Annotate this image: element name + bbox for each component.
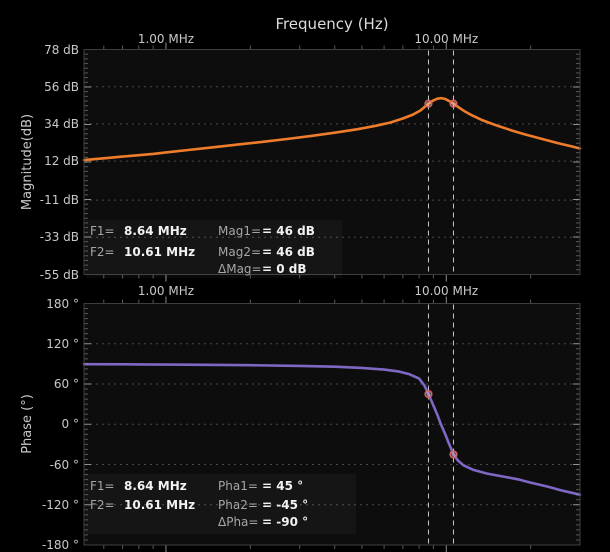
phase-plot-border — [83, 303, 581, 546]
magnitude-ytick-label: 34 dB — [44, 116, 79, 131]
phase-ytick-label: 0 ° — [61, 417, 79, 432]
phase-ytick-label: 120 ° — [46, 336, 79, 351]
phase-ytick-label: 180 ° — [46, 296, 79, 311]
phase-ytick-label: 60 ° — [53, 377, 79, 391]
magnitude-plot-border — [83, 49, 581, 275]
mag2-value: = 46 dB — [262, 245, 315, 259]
pha2-value: = -45 ° — [262, 498, 309, 512]
mag-f2-label: F2= — [90, 245, 115, 259]
chart-title: Frequency (Hz) — [275, 15, 389, 33]
magnitude-ytick-label: -11 dB — [39, 193, 79, 208]
magnitude-freq-tick-label: 1.00 MHz — [137, 32, 195, 46]
delta-mag-value: = 0 dB — [262, 262, 307, 276]
pha-f2-label: F2= — [90, 498, 115, 512]
mag2-label: Mag2= — [218, 245, 262, 259]
mag-f1-label: F1= — [90, 224, 115, 238]
pha2-label: Pha2= — [218, 498, 258, 512]
delta-mag-label: ΔMag= — [218, 262, 262, 276]
magnitude-cursor-readout: F1= 8.64 MHz Mag1= = 46 dB F2= 10.61 MHz… — [86, 220, 342, 278]
mag1-value: = 46 dB — [262, 224, 315, 238]
delta-pha-value: = -90 ° — [262, 515, 309, 529]
phase-ytick-label: -180 ° — [41, 538, 79, 552]
phase-trace — [82, 362, 582, 496]
magnitude-ytick-label: -55 dB — [39, 267, 79, 282]
magnitude-trace — [82, 96, 582, 162]
phase-cursor-marker-2 — [449, 450, 458, 459]
mag1-label: Mag1= — [218, 224, 262, 238]
magnitude-freq-tick-label: 10.00 MHz — [414, 32, 479, 46]
phase-cursor-marker-1 — [424, 389, 433, 399]
magnitude-panel — [82, 42, 582, 282]
pha1-label: Pha1= — [218, 479, 258, 493]
phase-ytick-label: -120 ° — [41, 497, 79, 512]
magnitude-cursor-marker-1 — [424, 99, 433, 108]
phase-ytick-label: -60 ° — [49, 457, 79, 472]
magnitude-cursor-marker-2 — [449, 99, 458, 108]
phase-cursor-readout: F1= 8.64 MHz Pha1= = 45 ° F2= 10.61 MHz … — [86, 474, 356, 534]
pha-f1-label: F1= — [90, 479, 115, 493]
pha-f1-value: 8.64 MHz — [124, 479, 187, 493]
delta-pha-label: ΔPha= — [218, 515, 259, 529]
pha-f2-value: 10.61 MHz — [124, 498, 196, 512]
magnitude-ytick-label: 78 dB — [44, 42, 79, 57]
magnitude-ytick-label: 12 dB — [44, 154, 79, 169]
magnitude-ytick-label: 56 dB — [44, 79, 79, 94]
phase-freq-tick-label: 1.00 MHz — [137, 284, 195, 298]
magnitude-ytick-label: -33 dB — [39, 230, 79, 245]
phase-panel — [82, 296, 582, 552]
phase-freq-tick-label: 10.00 MHz — [414, 284, 479, 298]
pha1-value: = 45 ° — [262, 479, 304, 493]
mag-f2-value: 10.61 MHz — [124, 245, 196, 259]
mag-f1-value: 8.64 MHz — [124, 224, 187, 238]
